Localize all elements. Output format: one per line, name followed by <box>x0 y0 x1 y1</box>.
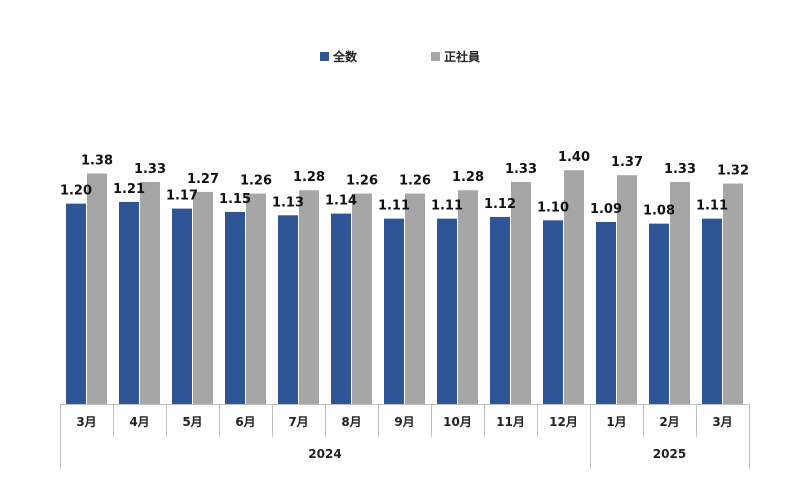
value-label-regular-2: 1.27 <box>187 172 219 187</box>
value-label-regular-0: 1.38 <box>81 154 113 169</box>
bar-total-7 <box>437 218 457 404</box>
value-label-regular-11: 1.33 <box>664 162 696 177</box>
value-label-total-11: 1.08 <box>643 204 675 219</box>
value-label-total-6: 1.11 <box>378 199 410 214</box>
value-label-total-8: 1.12 <box>484 197 516 212</box>
bar-regular-12 <box>723 183 743 404</box>
value-label-regular-12: 1.32 <box>717 164 749 179</box>
x-axis: 3月 4月 5月 6月 7月 8月 9月 10月 11月 12月 1月 2月 3月 2024 2025 <box>60 404 750 469</box>
bar-regular-5 <box>352 193 372 404</box>
value-label-total-7: 1.11 <box>431 199 463 214</box>
x-tick-label-5: 8月 <box>341 415 361 429</box>
value-labels-group: 1.201.381.211.331.171.271.151.261.131.28… <box>60 150 749 218</box>
x-tick-label-11: 2月 <box>659 415 679 429</box>
bar-total-5 <box>331 213 351 404</box>
x-tick-label-6: 9月 <box>394 415 414 429</box>
value-label-total-4: 1.13 <box>272 195 304 210</box>
legend-label-total: 全数 <box>332 49 358 64</box>
bar-total-2 <box>172 208 192 404</box>
bar-total-1 <box>119 201 139 404</box>
value-label-regular-7: 1.28 <box>452 170 484 185</box>
x-tick-label-0: 3月 <box>76 415 96 429</box>
legend-swatch-total <box>320 52 329 61</box>
bars-group <box>66 170 743 404</box>
bar-total-10 <box>596 221 616 404</box>
year-label-0: 2024 <box>308 447 341 461</box>
bar-regular-8 <box>511 181 531 404</box>
value-label-total-10: 1.09 <box>590 202 622 217</box>
value-label-regular-9: 1.40 <box>558 150 590 165</box>
bar-regular-11 <box>670 181 690 404</box>
value-label-regular-8: 1.33 <box>505 162 537 177</box>
x-tick-label-1: 4月 <box>129 415 149 429</box>
bar-regular-0 <box>87 173 107 404</box>
bar-regular-2 <box>193 191 213 404</box>
bar-total-8 <box>490 216 510 404</box>
bar-regular-7 <box>458 190 478 404</box>
value-label-regular-5: 1.26 <box>346 174 378 189</box>
value-label-regular-6: 1.26 <box>399 174 431 189</box>
bar-total-9 <box>543 220 563 404</box>
bar-total-0 <box>66 203 86 404</box>
value-label-regular-1: 1.33 <box>134 162 166 177</box>
bar-regular-4 <box>299 190 319 404</box>
value-label-total-5: 1.14 <box>325 194 357 209</box>
value-label-total-3: 1.15 <box>219 192 251 207</box>
x-tick-label-12: 3月 <box>712 415 732 429</box>
legend-label-regular: 正社員 <box>444 49 480 64</box>
year-label-1: 2025 <box>653 447 686 461</box>
x-tick-label-9: 12月 <box>549 415 578 429</box>
value-label-regular-4: 1.28 <box>293 170 325 185</box>
bar-regular-6 <box>405 193 425 404</box>
bar-regular-3 <box>246 193 266 404</box>
bar-total-4 <box>278 215 298 404</box>
x-tick-label-7: 10月 <box>443 415 472 429</box>
bar-total-6 <box>384 218 404 404</box>
bar-regular-9 <box>564 170 584 404</box>
value-label-total-9: 1.10 <box>537 200 569 215</box>
x-tick-label-8: 11月 <box>496 415 525 429</box>
x-tick-label-10: 1月 <box>606 415 626 429</box>
value-label-total-0: 1.20 <box>60 184 92 199</box>
bar-regular-1 <box>140 181 160 404</box>
bar-total-3 <box>225 211 245 404</box>
x-tick-label-3: 6月 <box>235 415 255 429</box>
bar-total-11 <box>649 223 669 404</box>
value-label-regular-3: 1.26 <box>240 174 272 189</box>
x-tick-label-2: 5月 <box>182 415 202 429</box>
value-label-total-1: 1.21 <box>113 182 145 197</box>
value-label-total-12: 1.11 <box>696 199 728 214</box>
chart-legend: 全数 正社員 <box>320 49 480 64</box>
x-tick-label-4: 7月 <box>288 415 308 429</box>
bar-total-12 <box>702 218 722 404</box>
legend-swatch-regular <box>431 52 440 61</box>
value-label-total-2: 1.17 <box>166 189 198 204</box>
value-label-regular-10: 1.37 <box>611 155 643 170</box>
bar-regular-10 <box>617 175 637 404</box>
